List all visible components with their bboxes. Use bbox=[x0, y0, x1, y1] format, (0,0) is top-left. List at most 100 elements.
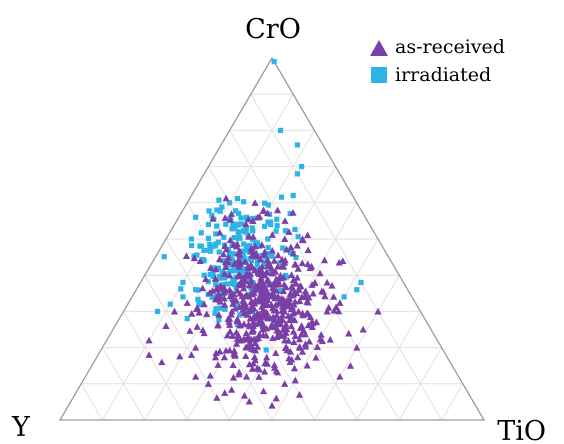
irradiated-point bbox=[245, 277, 251, 283]
irradiated-point bbox=[198, 230, 204, 236]
as-received-point bbox=[258, 278, 266, 285]
as-received-point bbox=[311, 279, 319, 286]
as-received-point bbox=[305, 337, 313, 345]
as-received-point bbox=[282, 245, 291, 253]
as-received-point bbox=[211, 295, 220, 303]
legend-square-marker bbox=[371, 67, 387, 83]
irradiated-point bbox=[194, 252, 200, 258]
as-received-point bbox=[302, 342, 310, 350]
irradiated-point bbox=[290, 192, 296, 199]
as-received-point bbox=[202, 275, 210, 282]
irradiated-point bbox=[237, 312, 243, 318]
irradiated-point bbox=[220, 258, 226, 264]
as-received-point bbox=[316, 269, 324, 277]
as-received-point bbox=[255, 365, 263, 373]
as-received-point bbox=[252, 335, 260, 343]
as-received-point bbox=[306, 264, 314, 272]
as-received-point bbox=[196, 257, 204, 265]
as-received-point bbox=[248, 251, 256, 259]
irradiated-point bbox=[205, 235, 212, 241]
irradiated-point bbox=[238, 271, 245, 278]
as-received-point bbox=[245, 397, 253, 405]
as-received-point bbox=[200, 329, 208, 337]
as-received-point bbox=[230, 290, 238, 298]
irradiated-point bbox=[247, 256, 253, 262]
irradiated-point bbox=[229, 257, 235, 263]
as-received-point bbox=[326, 335, 334, 343]
as-received-point bbox=[274, 368, 282, 376]
as-received-point bbox=[293, 273, 301, 281]
as-received-point bbox=[289, 276, 298, 283]
as-received-point bbox=[281, 217, 289, 224]
as-received-point bbox=[305, 293, 313, 301]
as-received-point bbox=[291, 260, 300, 268]
legend-item-irradiated: irradiated bbox=[371, 64, 491, 86]
as-received-point bbox=[230, 347, 238, 354]
as-received-point bbox=[270, 280, 278, 288]
as-received-point bbox=[281, 256, 289, 264]
as-received-point bbox=[291, 316, 299, 324]
as-received-point bbox=[267, 314, 275, 322]
as-received-point bbox=[353, 344, 361, 351]
as-received-point bbox=[226, 327, 234, 335]
as-received-point bbox=[269, 334, 277, 342]
irradiated-point bbox=[293, 254, 299, 261]
as-received-point bbox=[263, 209, 272, 217]
as-received-point bbox=[246, 314, 254, 322]
as-received-point bbox=[222, 194, 230, 202]
irradiated-point bbox=[234, 321, 241, 327]
irradiated-point bbox=[210, 243, 216, 249]
as-received-point bbox=[250, 289, 258, 296]
as-received-point bbox=[220, 288, 228, 296]
as-received-point bbox=[220, 294, 228, 302]
as-received-point bbox=[230, 260, 239, 267]
irradiated-point bbox=[209, 212, 215, 218]
irradiated-point bbox=[277, 288, 284, 294]
as-received-point bbox=[255, 266, 263, 274]
as-received-point bbox=[259, 322, 267, 330]
as-received-point bbox=[252, 249, 260, 257]
irradiated-point bbox=[178, 286, 184, 292]
as-received-point bbox=[234, 331, 242, 338]
as-received-point bbox=[228, 332, 237, 339]
as-received-point bbox=[234, 257, 242, 264]
as-received-point bbox=[214, 361, 222, 368]
irradiated-point bbox=[278, 194, 285, 200]
as-received-point bbox=[237, 336, 245, 344]
irradiated-point bbox=[258, 318, 264, 324]
as-received-point bbox=[227, 210, 236, 217]
as-received-point bbox=[215, 255, 224, 263]
as-received-point bbox=[304, 260, 312, 268]
as-received-point bbox=[304, 321, 312, 329]
as-received-point bbox=[283, 325, 291, 333]
as-received-point bbox=[263, 277, 271, 284]
irradiated-point bbox=[228, 268, 234, 274]
as-received-point bbox=[207, 264, 215, 271]
as-received-point bbox=[244, 320, 253, 328]
as-received-point bbox=[226, 236, 234, 244]
irradiated-point bbox=[214, 223, 220, 229]
as-received-point bbox=[298, 322, 306, 329]
as-received-point bbox=[309, 289, 317, 297]
as-received-point bbox=[318, 287, 326, 295]
as-received-point bbox=[241, 292, 249, 300]
as-received-point bbox=[318, 337, 327, 345]
as-received-point bbox=[276, 320, 285, 328]
as-received-point bbox=[240, 391, 249, 399]
as-received-point bbox=[248, 303, 256, 310]
as-received-point bbox=[303, 298, 311, 305]
legend-item-as-received: as-received bbox=[370, 36, 505, 58]
legend: as-received irradiated bbox=[370, 36, 505, 86]
as-received-point bbox=[220, 270, 228, 277]
as-received-point bbox=[249, 217, 257, 224]
irradiated-point bbox=[243, 243, 249, 249]
irradiated-point bbox=[210, 270, 216, 276]
as-received-point bbox=[234, 272, 242, 280]
grid-line bbox=[250, 93, 443, 421]
as-received-point bbox=[279, 287, 288, 295]
as-received-point bbox=[258, 241, 266, 248]
as-received-point bbox=[256, 255, 265, 263]
as-received-point bbox=[320, 256, 329, 264]
as-received-point bbox=[336, 372, 344, 380]
as-received-point bbox=[280, 280, 288, 288]
